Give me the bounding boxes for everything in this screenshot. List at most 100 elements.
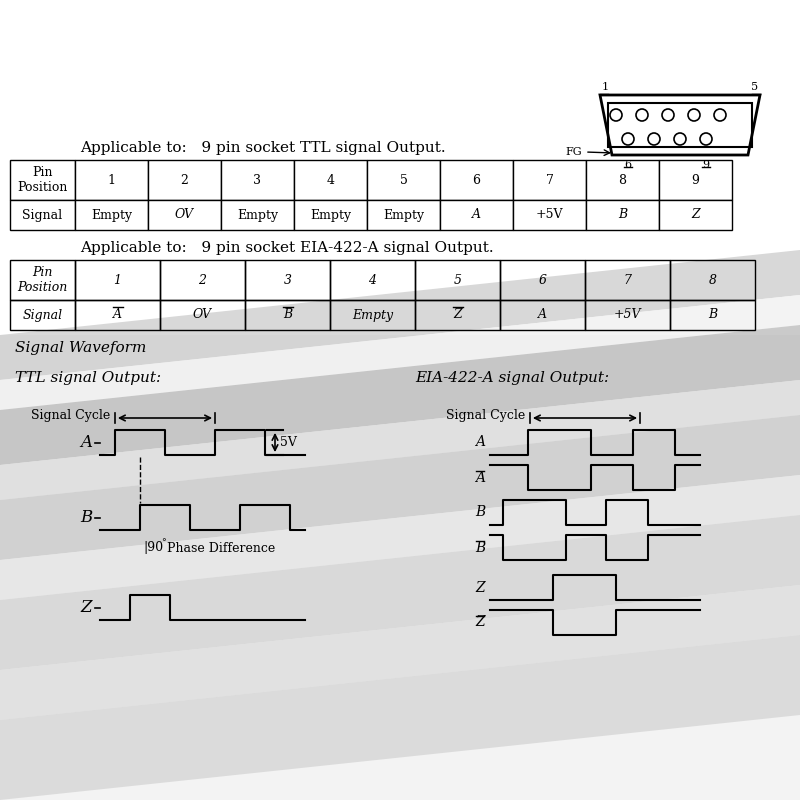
Bar [415,260,500,300]
Text: 6: 6 [538,274,546,286]
Text: 9: 9 [691,174,699,186]
Bar [659,160,732,200]
Text: B: B [618,209,627,222]
Bar [75,260,160,300]
Text: Z: Z [475,615,485,630]
Text: 1: 1 [114,274,122,286]
Text: A: A [475,470,485,485]
Text: Empty: Empty [91,209,132,222]
Text: Pin
Position: Pin Position [18,266,68,294]
Text: °: ° [161,538,166,547]
Text: EIA-422-A signal Output:: EIA-422-A signal Output: [415,371,609,385]
Bar [10,200,75,230]
Text: A: A [472,209,481,222]
Text: 5: 5 [399,174,407,186]
Bar [160,300,245,330]
Text: 4: 4 [369,274,377,286]
Text: 7: 7 [546,174,554,186]
Polygon shape [0,380,800,500]
Bar [586,160,659,200]
Bar [10,260,75,300]
Bar [75,200,148,230]
Bar [0,335,800,800]
Text: B: B [283,309,292,322]
Bar [10,300,75,330]
Text: Applicable to:   9 pin socket EIA-422-A signal Output.: Applicable to: 9 pin socket EIA-422-A si… [80,241,494,255]
Text: 1: 1 [602,82,609,92]
Polygon shape [0,250,800,380]
Bar [440,160,513,200]
Bar [148,200,221,230]
Text: 4: 4 [326,174,334,186]
Text: 8: 8 [709,274,717,286]
Text: 7: 7 [623,274,631,286]
Text: Pin
Position: Pin Position [18,166,68,194]
Text: 5V: 5V [280,436,297,449]
Bar [500,260,585,300]
Bar [500,300,585,330]
Polygon shape [0,415,800,560]
Polygon shape [0,585,800,720]
Text: Signal: Signal [22,209,62,222]
Bar [330,260,415,300]
Text: Signal: Signal [22,309,62,322]
Text: B: B [474,541,485,554]
Polygon shape [0,515,800,670]
Text: +5V: +5V [536,209,563,222]
Bar [294,200,367,230]
Bar [330,300,415,330]
Bar [367,160,440,200]
Polygon shape [0,325,800,465]
Text: Phase Difference: Phase Difference [167,542,275,554]
Text: TTL signal Output:: TTL signal Output: [15,371,161,385]
Text: Z: Z [691,209,700,222]
Bar [367,200,440,230]
Bar [415,300,500,330]
Text: 6: 6 [473,174,481,186]
Bar [221,160,294,200]
Text: 3: 3 [283,274,291,286]
Text: Signal Cycle: Signal Cycle [30,409,110,422]
Bar [670,300,755,330]
Bar [659,200,732,230]
Text: 1: 1 [107,174,115,186]
Text: OV: OV [175,209,194,222]
Bar [245,300,330,330]
Text: A: A [538,309,547,322]
Text: Empty: Empty [383,209,424,222]
Text: 9: 9 [702,160,710,170]
Text: A: A [113,309,122,322]
Bar [585,260,670,300]
Bar [10,160,75,200]
Text: B: B [80,509,92,526]
Bar [294,160,367,200]
Text: 2: 2 [198,274,206,286]
Text: 8: 8 [618,174,626,186]
Bar [670,260,755,300]
Bar [160,260,245,300]
Bar [148,160,221,200]
Bar [586,200,659,230]
Text: Applicable to:   9 pin socket TTL signal Output.: Applicable to: 9 pin socket TTL signal O… [80,141,446,155]
Bar [513,200,586,230]
Text: Z: Z [81,599,92,616]
Bar [245,260,330,300]
Text: 3: 3 [254,174,262,186]
Text: Empty: Empty [310,209,351,222]
Bar [585,300,670,330]
Polygon shape [0,635,800,800]
Text: A: A [475,435,485,450]
Text: 2: 2 [181,174,189,186]
Text: Z: Z [453,309,462,322]
Text: A: A [80,434,92,451]
Bar [221,200,294,230]
Bar [75,160,148,200]
Text: B: B [474,506,485,519]
Text: 6: 6 [625,160,631,170]
Text: Signal Waveform: Signal Waveform [15,341,146,355]
Bar [513,160,586,200]
Text: |90: |90 [143,542,163,554]
Bar [440,200,513,230]
Bar [608,103,752,147]
Text: Z: Z [475,581,485,594]
